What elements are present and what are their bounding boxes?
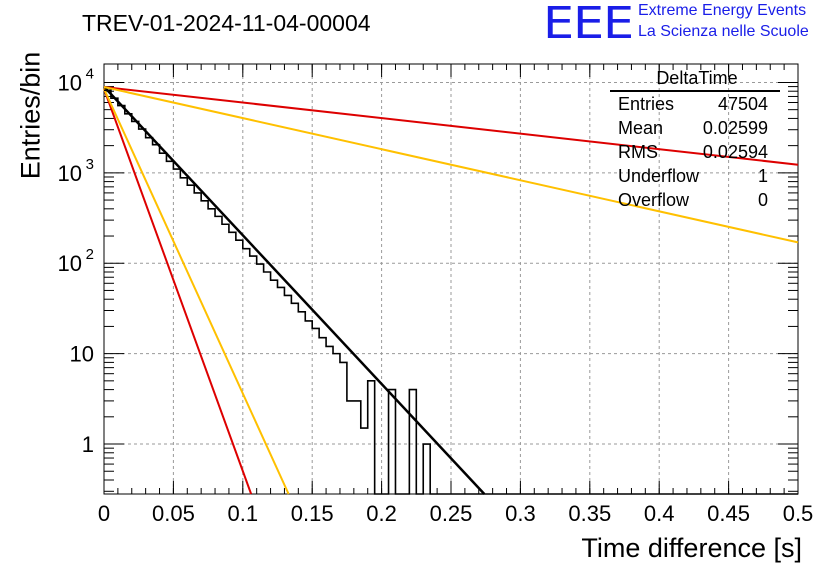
- stats-key: RMS: [618, 142, 658, 162]
- fit-line-red-steep: [103, 88, 253, 495]
- x-tick-label: 0.2: [366, 501, 397, 526]
- x-tick-label: 0.25: [430, 501, 473, 526]
- fit-line-orange-steep: [103, 88, 290, 495]
- x-tick-label: 0.5: [783, 501, 814, 526]
- y-tick-label: 10: [58, 70, 82, 95]
- x-tick-label: 0.35: [568, 501, 611, 526]
- y-axis-label: Entries/bin: [15, 51, 46, 180]
- logo-line-1: Extreme Energy Events: [638, 2, 807, 19]
- histogram-outline: [104, 89, 798, 495]
- chart-title: TREV-01-2024-11-04-00004: [82, 10, 371, 36]
- x-tick-label: 0.1: [228, 501, 259, 526]
- eee-logo: EEE: [543, 0, 634, 49]
- fit-line-fit: [103, 85, 486, 495]
- stats-value: 47504: [717, 94, 768, 114]
- series-lines: [103, 85, 799, 495]
- stats-key: Overflow: [618, 190, 690, 210]
- stats-key: Mean: [618, 118, 664, 138]
- histogram: [104, 89, 798, 495]
- y-tick-label: 10: [58, 251, 82, 276]
- y-tick-exponent: 4: [86, 65, 94, 82]
- stats-title: DeltaTime: [656, 68, 738, 88]
- stats-key: Underflow: [618, 166, 700, 186]
- stats-divider: [610, 90, 780, 92]
- stats-row: RMS 0.02594: [610, 140, 780, 164]
- fit-line-orange-shallow: [103, 86, 799, 244]
- logo-line-2: La Scienza nelle Scuole: [638, 23, 809, 40]
- stats-value: 0.02599: [702, 118, 768, 138]
- y-tick-exponent: 3: [86, 156, 94, 173]
- stats-row: Underflow 1: [610, 164, 780, 188]
- stats-box: DeltaTime Entries 47504 Mean 0.02599 RMS 0.…: [610, 68, 780, 212]
- y-tick-exponent: 2: [86, 246, 94, 263]
- y-tick-label: 1: [82, 432, 94, 457]
- stats-row: Mean 0.02599: [610, 116, 780, 140]
- x-tick-label: 0.4: [644, 501, 675, 526]
- x-tick-label: 0.3: [505, 501, 536, 526]
- y-tick-label: 10: [70, 342, 94, 367]
- x-axis-label: Time difference [s]: [581, 533, 802, 563]
- stats-value: 1: [757, 166, 768, 186]
- x-tick-label: 0.15: [291, 501, 334, 526]
- x-tick-label: 0: [98, 501, 110, 526]
- x-axis: 0 0.05 0.1 0.15 0.2 0.25 0.3 0.35 0.4 0.45 0.5: [98, 64, 813, 526]
- stats-row: Overflow 0: [610, 188, 780, 212]
- stats-row: Entries 47504: [610, 92, 780, 116]
- x-tick-label: 0.05: [152, 501, 195, 526]
- stats-key: Entries: [618, 94, 675, 114]
- y-tick-label: 10: [58, 161, 82, 186]
- stats-value: 0.02594: [702, 142, 768, 162]
- stats-value: 0: [757, 190, 768, 210]
- x-tick-label: 0.45: [707, 501, 750, 526]
- fit-line-red-shallow: [103, 86, 799, 166]
- grid: [104, 64, 798, 494]
